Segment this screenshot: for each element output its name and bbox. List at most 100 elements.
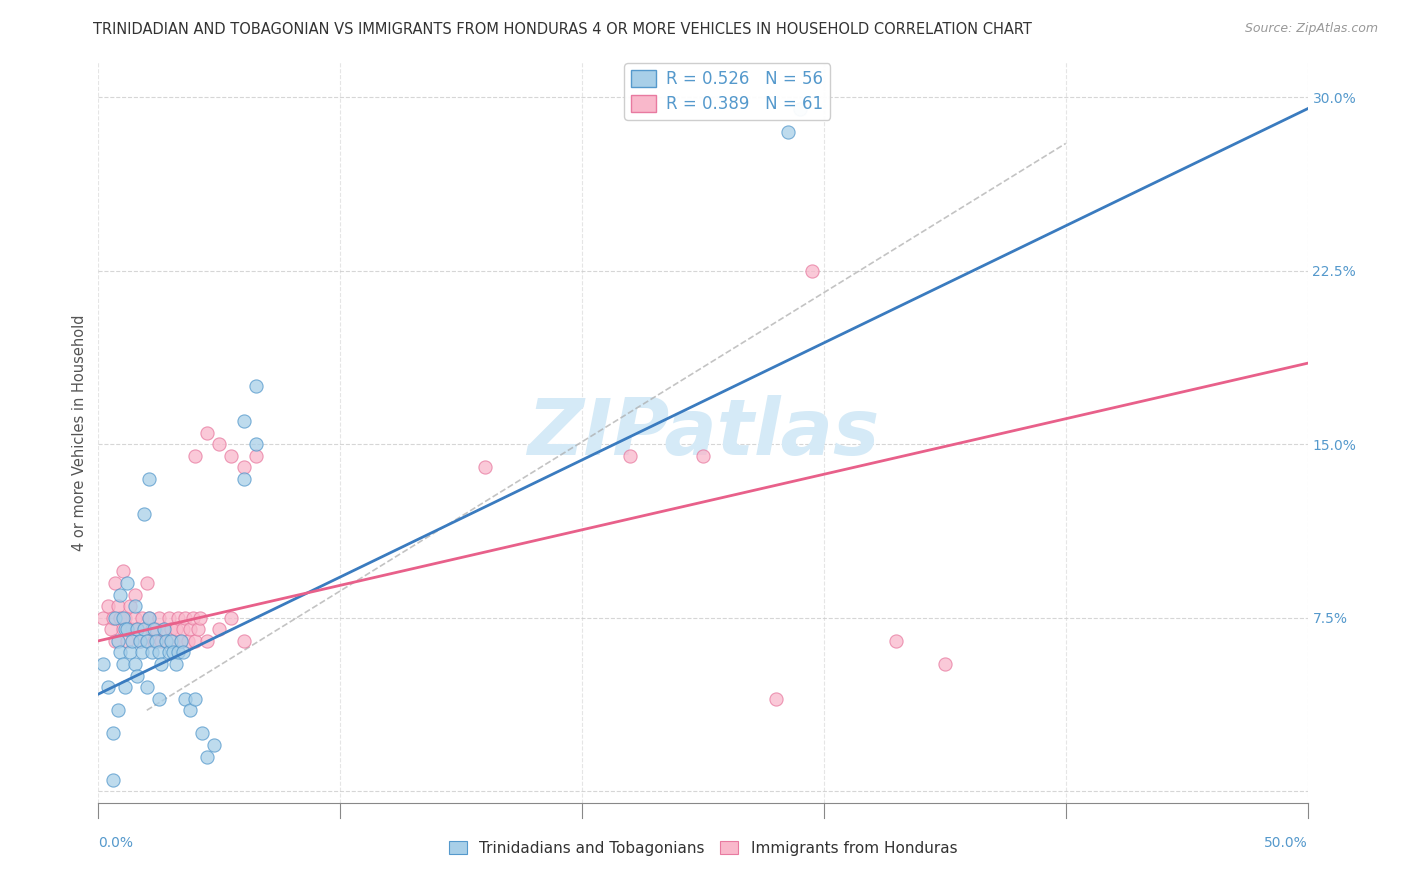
Point bbox=[221, 449, 243, 463]
Point bbox=[100, 622, 122, 636]
Point bbox=[134, 507, 156, 521]
Point bbox=[118, 645, 141, 659]
Point bbox=[111, 565, 134, 579]
Point bbox=[131, 611, 153, 625]
Text: 50.0%: 50.0% bbox=[1264, 836, 1308, 850]
Point bbox=[104, 576, 127, 591]
Point bbox=[114, 622, 136, 636]
Point bbox=[162, 645, 184, 659]
Point bbox=[765, 691, 787, 706]
Point bbox=[101, 611, 124, 625]
Point bbox=[157, 645, 180, 659]
Point bbox=[150, 657, 173, 671]
Point bbox=[169, 633, 191, 648]
Point bbox=[127, 622, 149, 636]
Point bbox=[886, 633, 908, 648]
Point bbox=[169, 633, 191, 648]
Point bbox=[181, 611, 204, 625]
Point bbox=[145, 622, 167, 636]
Point bbox=[245, 437, 267, 451]
Point bbox=[165, 622, 187, 636]
Point bbox=[91, 657, 114, 671]
Point bbox=[187, 622, 209, 636]
Point bbox=[134, 622, 156, 636]
Point bbox=[138, 611, 160, 625]
Point bbox=[162, 633, 184, 648]
Point bbox=[124, 611, 146, 625]
Point bbox=[934, 657, 956, 671]
Point bbox=[148, 611, 170, 625]
Point bbox=[174, 691, 197, 706]
Point bbox=[97, 680, 120, 694]
Point bbox=[155, 633, 177, 648]
Point bbox=[111, 622, 134, 636]
Point bbox=[138, 472, 160, 486]
Point bbox=[121, 622, 143, 636]
Point bbox=[184, 449, 207, 463]
Point bbox=[127, 668, 149, 682]
Point bbox=[111, 611, 134, 625]
Text: TRINIDADIAN AND TOBAGONIAN VS IMMIGRANTS FROM HONDURAS 4 OR MORE VEHICLES IN HOU: TRINIDADIAN AND TOBAGONIAN VS IMMIGRANTS… bbox=[93, 22, 1032, 37]
Point bbox=[232, 460, 254, 475]
Point bbox=[138, 611, 160, 625]
Text: 0.0%: 0.0% bbox=[98, 836, 134, 850]
Point bbox=[232, 414, 254, 428]
Point bbox=[184, 691, 207, 706]
Point bbox=[124, 599, 146, 614]
Point bbox=[101, 726, 124, 740]
Point bbox=[148, 691, 170, 706]
Point bbox=[107, 599, 129, 614]
Point bbox=[800, 263, 823, 277]
Point bbox=[232, 633, 254, 648]
Point bbox=[128, 633, 150, 648]
Point bbox=[121, 633, 143, 648]
Point bbox=[104, 611, 127, 625]
Point bbox=[245, 379, 267, 393]
Point bbox=[191, 726, 214, 740]
Point bbox=[160, 622, 183, 636]
Y-axis label: 4 or more Vehicles in Household: 4 or more Vehicles in Household bbox=[72, 314, 87, 551]
Text: ZIPatlas: ZIPatlas bbox=[527, 394, 879, 471]
Point bbox=[143, 622, 166, 636]
Point bbox=[114, 611, 136, 625]
Point bbox=[131, 645, 153, 659]
Point bbox=[108, 645, 131, 659]
Point bbox=[91, 611, 114, 625]
Point bbox=[104, 633, 127, 648]
Point bbox=[134, 622, 156, 636]
Point bbox=[143, 633, 166, 648]
Point bbox=[127, 622, 149, 636]
Point bbox=[111, 657, 134, 671]
Point bbox=[221, 611, 243, 625]
Point bbox=[167, 611, 190, 625]
Point bbox=[114, 680, 136, 694]
Point bbox=[177, 633, 200, 648]
Point bbox=[157, 611, 180, 625]
Point bbox=[204, 738, 226, 752]
Point bbox=[152, 622, 174, 636]
Point bbox=[108, 588, 131, 602]
Point bbox=[128, 633, 150, 648]
Point bbox=[474, 460, 496, 475]
Point bbox=[97, 599, 120, 614]
Point bbox=[135, 633, 157, 648]
Point bbox=[107, 633, 129, 648]
Point bbox=[135, 680, 157, 694]
Point bbox=[208, 622, 231, 636]
Point bbox=[188, 611, 211, 625]
Point bbox=[776, 125, 799, 139]
Point bbox=[195, 749, 218, 764]
Point bbox=[148, 645, 170, 659]
Point bbox=[195, 425, 218, 440]
Point bbox=[141, 622, 163, 636]
Point bbox=[107, 703, 129, 717]
Point bbox=[124, 657, 146, 671]
Point bbox=[117, 622, 139, 636]
Point bbox=[152, 622, 174, 636]
Point bbox=[179, 622, 201, 636]
Point bbox=[245, 449, 267, 463]
Text: Source: ZipAtlas.com: Source: ZipAtlas.com bbox=[1244, 22, 1378, 36]
Point bbox=[150, 633, 173, 648]
Point bbox=[172, 622, 194, 636]
Point bbox=[135, 576, 157, 591]
